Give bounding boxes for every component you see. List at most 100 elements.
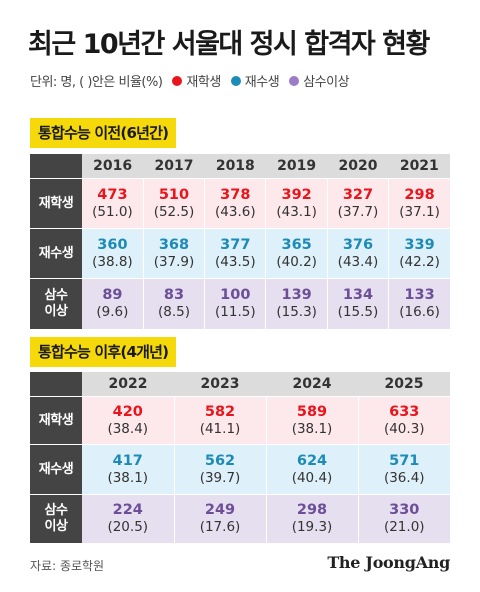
data-cell: 139 (15.3) — [265, 278, 328, 329]
row-header: 재수생 — [30, 444, 82, 495]
data-cell: 392 (43.1) — [265, 178, 328, 229]
data-cell: 633 (40.3) — [358, 396, 450, 445]
table-after-integration: 2022 2023 2024 2025 재학생 420 (38.4) 582 (41.1) 58… — [30, 372, 450, 543]
data-cell: 339 (42.2) — [388, 228, 450, 279]
ratio-label: (38.4) — [107, 420, 149, 437]
data-cell: 298 (37.1) — [388, 178, 450, 229]
table-header-row: 2016 2017 2018 2019 2020 2021 — [30, 154, 450, 179]
column-header: 2016 — [82, 154, 144, 179]
value-label: 376 — [342, 236, 374, 253]
data-cell: 133 (16.6) — [388, 278, 450, 329]
ratio-label: (43.5) — [215, 253, 256, 270]
value-label: 420 — [112, 403, 143, 420]
column-header: 2020 — [327, 154, 389, 179]
legend: 단위: 명, ( )안은 비율(%) 재학생 재수생 삼수이상 — [30, 71, 350, 90]
column-header: 2019 — [265, 154, 328, 179]
column-header: 2025 — [358, 372, 450, 397]
ratio-label: (36.4) — [383, 469, 425, 486]
data-cell: 510 (52.5) — [143, 178, 206, 229]
legend-label-repeat: 재수생 — [244, 75, 280, 90]
ratio-label: (40.4) — [291, 469, 333, 486]
data-cell: 420 (38.4) — [82, 396, 175, 445]
table-before-integration: 2016 2017 2018 2019 2020 2021 재학생 473 (51.0) 510… — [30, 154, 450, 329]
data-cell: 571 (36.4) — [358, 444, 450, 495]
legend-dot-repeat — [230, 75, 241, 86]
legend-label-current: 재학생 — [186, 75, 221, 90]
value-label: 330 — [389, 501, 420, 518]
row-header-line: 이상 — [44, 303, 68, 319]
table-row-current: 재학생 473 (51.0) 510 (52.5) 378 (43.6) 392 (43.1) 3… — [30, 178, 450, 229]
data-cell: 365 (40.2) — [265, 228, 328, 279]
ratio-label: (9.6) — [96, 303, 129, 320]
data-cell: 298 (19.3) — [266, 494, 359, 543]
ratio-label: (16.6) — [399, 303, 440, 320]
ratio-label: (37.1) — [399, 203, 440, 220]
value-label: 571 — [389, 452, 420, 469]
ratio-label: (38.1) — [107, 469, 149, 486]
data-cell: 473 (51.0) — [82, 178, 144, 229]
ratio-label: (37.9) — [153, 253, 195, 270]
data-cell: 562 (39.7) — [174, 444, 267, 495]
ratio-label: (20.5) — [107, 518, 149, 535]
table-row-repeat: 재수생 417 (38.1) 562 (39.7) 624 (40.4) 571 (36.4) — [30, 444, 450, 495]
data-cell: 89 (9.6) — [82, 278, 144, 329]
ratio-label: (15.5) — [337, 303, 379, 320]
ratio-label: (41.1) — [199, 420, 241, 437]
value-label: 417 — [112, 452, 143, 469]
value-label: 224 — [112, 501, 143, 518]
data-cell: 368 (37.9) — [143, 228, 206, 279]
row-header: 재수생 — [30, 228, 82, 279]
data-cell: 83 (8.5) — [143, 278, 206, 329]
data-cell: 224 (20.5) — [82, 494, 175, 543]
row-header: 재학생 — [30, 178, 82, 229]
value-label: 378 — [220, 186, 251, 203]
ratio-label: (42.2) — [399, 253, 440, 270]
section-title-before: 통합수능 이전(6년간) — [30, 118, 177, 148]
ratio-label: (51.0) — [92, 203, 133, 220]
legend-unit: 단위: 명, ( )안은 비율(%) — [30, 75, 163, 90]
data-cell: 134 (15.5) — [327, 278, 390, 329]
legend-dot-third — [289, 75, 300, 86]
value-label: 298 — [404, 186, 435, 203]
column-header: 2017 — [143, 154, 205, 179]
chart-title: 최근 10년간 서울대 정시 합격자 현황 — [28, 29, 430, 60]
value-label: 562 — [204, 452, 236, 469]
ratio-label: (40.3) — [383, 420, 425, 437]
legend-label-third: 삼수이상 — [303, 75, 350, 90]
data-cell: 582 (41.1) — [174, 396, 267, 445]
value-label: 134 — [342, 286, 374, 303]
value-label: 582 — [204, 403, 236, 420]
row-header: 삼수 이상 — [30, 278, 82, 329]
data-cell: 417 (38.1) — [82, 444, 175, 495]
ratio-label: (15.3) — [276, 303, 317, 320]
row-header-line: 삼수 — [44, 287, 68, 303]
row-header-label: 재수생 — [38, 245, 74, 261]
value-label: 368 — [158, 236, 190, 253]
data-cell: 378 (43.6) — [204, 178, 267, 229]
value-label: 633 — [389, 403, 420, 420]
ratio-label: (40.2) — [276, 253, 317, 270]
table-row-repeat: 재수생 360 (38.8) 368 (37.9) 377 (43.5) 365 (40.2) 3… — [30, 228, 450, 279]
data-cell: 377 (43.5) — [204, 228, 267, 279]
data-cell: 327 (37.7) — [327, 178, 390, 229]
legend-dot-current — [172, 75, 183, 86]
value-label: 89 — [102, 286, 123, 303]
value-label: 298 — [296, 501, 328, 518]
value-label: 510 — [158, 186, 190, 203]
data-cell: 376 (43.4) — [327, 228, 390, 279]
row-header: 재학생 — [30, 396, 82, 445]
ratio-label: (52.5) — [153, 203, 195, 220]
table-row-third: 삼수 이상 224 (20.5) 249 (17.6) 298 (19.3) 330 (21.0) — [30, 494, 450, 543]
ratio-label: (8.5) — [157, 303, 190, 320]
data-cell: 624 (40.4) — [266, 444, 359, 495]
table-row-third: 삼수 이상 89 (9.6) 83 (8.5) 100 (11.5) 139 (15.3) 134(… — [30, 278, 450, 329]
column-header: 2022 — [82, 372, 174, 397]
ratio-label: (21.0) — [383, 518, 425, 535]
value-label: 392 — [281, 186, 312, 203]
value-label: 249 — [204, 501, 236, 518]
column-header: 2018 — [204, 154, 266, 179]
publisher-logo: The JoongAng — [327, 553, 450, 572]
table-row-current: 재학생 420 (38.4) 582 (41.1) 589 (38.1) 633 (40.3) — [30, 396, 450, 445]
source-note: 자료: 종로학원 — [30, 559, 105, 573]
data-cell: 100 (11.5) — [204, 278, 267, 329]
